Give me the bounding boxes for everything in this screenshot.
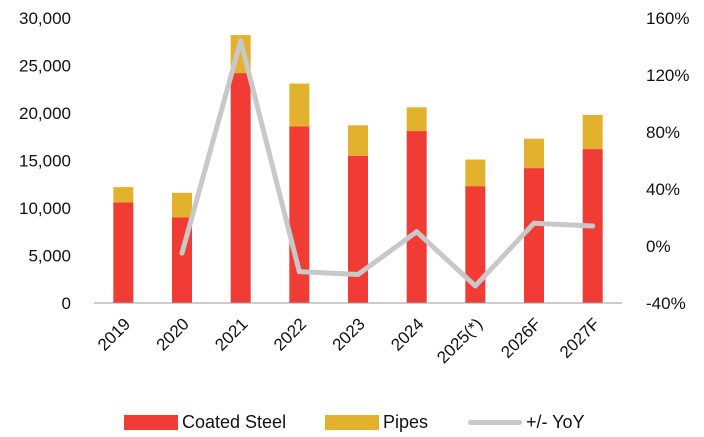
yoy-point-2026f xyxy=(531,220,537,226)
left-axis-ticks: 0 5,000 10,000 15,000 20,000 25,000 30,000 xyxy=(19,9,71,313)
x-axis-ticks: 2019 2020 2021 2022 2023 2024 2025(*) 2026F 2027… xyxy=(94,314,604,367)
bar-pipes-2022 xyxy=(289,83,310,127)
bar-pipes-2026f xyxy=(524,138,544,169)
left-tick-label: 0 xyxy=(62,294,71,313)
x-tick-label-2025: 2025(*) xyxy=(433,314,486,367)
bar-coated-steel-2026f xyxy=(524,168,544,303)
yoy-point-2024 xyxy=(414,229,420,235)
left-tick-label: 10,000 xyxy=(19,199,71,218)
yoy-point-2020 xyxy=(179,250,185,256)
bar-coated-steel-2019 xyxy=(113,202,134,303)
bar-pipes-2020 xyxy=(172,192,192,218)
chart-canvas: 0 5,000 10,000 15,000 20,000 25,000 30,000 -40… xyxy=(19,9,689,367)
legend: Coated Steel Pipes +/- YoY xyxy=(0,408,704,436)
x-tick-label-2026f: 2026F xyxy=(497,314,545,362)
bar-layer xyxy=(113,35,603,303)
left-tick-label: 25,000 xyxy=(19,57,71,76)
legend-item-pipes: Pipes xyxy=(325,408,428,436)
bar-pipes-2019 xyxy=(113,187,134,203)
legend-label-coated-steel: Coated Steel xyxy=(182,411,287,432)
bar-pipes-2025 xyxy=(465,159,486,187)
yoy-line xyxy=(179,38,596,289)
legend-swatch-yoy xyxy=(468,419,522,425)
legend-item-yoy: +/- YoY xyxy=(468,408,585,436)
bar-pipes-2023 xyxy=(348,125,368,156)
x-tick-label-2022: 2022 xyxy=(270,314,310,354)
right-tick-label: 160% xyxy=(646,9,689,28)
yoy-point-2027f xyxy=(590,223,596,229)
legend-swatch-pipes xyxy=(325,414,379,430)
right-tick-label: 120% xyxy=(646,66,689,85)
left-tick-label: 15,000 xyxy=(19,152,71,171)
legend-swatch-coated-steel xyxy=(124,414,178,430)
right-tick-label: -40% xyxy=(646,294,686,313)
yoy-point-2022 xyxy=(296,269,302,275)
bar-coated-steel-2022 xyxy=(289,126,310,303)
yoy-point-2021 xyxy=(238,38,244,44)
yoy-point-2025 xyxy=(472,283,478,289)
left-tick-label: 20,000 xyxy=(19,104,71,123)
bar-pipes-2024 xyxy=(406,107,427,132)
bar-coated-steel-2024 xyxy=(406,131,427,303)
right-tick-label: 40% xyxy=(646,180,680,199)
left-tick-label: 5,000 xyxy=(28,247,71,266)
x-tick-label-2027f: 2027F xyxy=(556,314,604,362)
bar-coated-steel-2025 xyxy=(465,186,486,303)
bar-coated-steel-2021 xyxy=(230,73,251,303)
bar-pipes-2027f xyxy=(582,114,603,150)
bar-coated-steel-2023 xyxy=(348,155,368,303)
yoy-line-layer xyxy=(179,38,596,289)
x-tick-label-2024: 2024 xyxy=(387,314,427,354)
right-tick-label: 80% xyxy=(646,123,680,142)
x-tick-label-2020: 2020 xyxy=(153,314,193,354)
right-axis-ticks: -40% 0% 40% 80% 120% 160% xyxy=(646,9,689,313)
right-tick-label: 0% xyxy=(646,237,671,256)
x-tick-label-2019: 2019 xyxy=(94,314,134,354)
x-tick-label-2023: 2023 xyxy=(329,314,369,354)
left-tick-label: 30,000 xyxy=(19,9,71,28)
legend-item-coated-steel: Coated Steel xyxy=(124,408,286,436)
legend-label-yoy: +/- YoY xyxy=(526,411,585,432)
yoy-point-2023 xyxy=(355,272,361,277)
legend-label-pipes: Pipes xyxy=(383,411,429,432)
x-tick-label-2021: 2021 xyxy=(211,314,251,354)
